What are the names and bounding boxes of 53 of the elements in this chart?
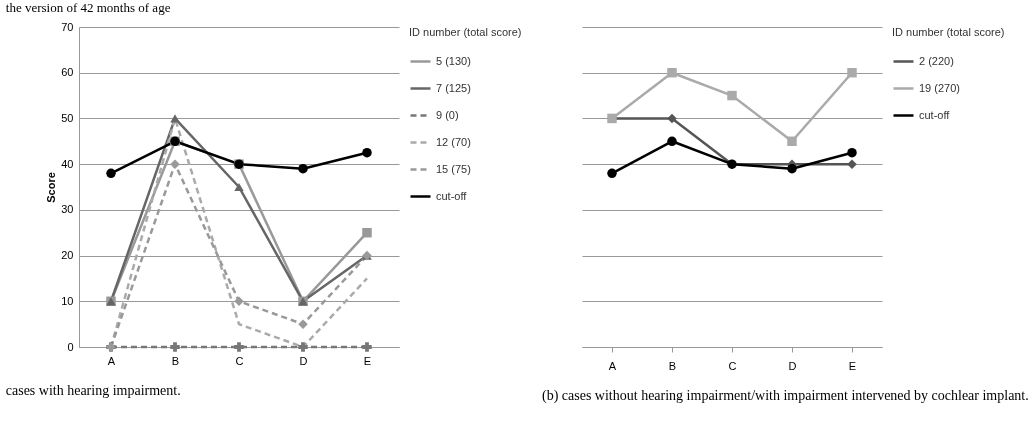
point <box>234 296 244 307</box>
y-tick-label: 10 <box>61 294 74 307</box>
point <box>106 168 116 179</box>
y-tick-label: 30 <box>61 203 74 216</box>
x-tick-label: C <box>235 354 244 367</box>
point <box>847 147 857 158</box>
legend-label: 5 (130) <box>436 54 471 67</box>
y-tick-label: 20 <box>61 249 74 262</box>
x-tick-label: A <box>107 354 116 367</box>
x-tick-label: C <box>728 359 737 372</box>
point <box>667 67 677 78</box>
legend-title: ID number (total score) <box>409 26 522 38</box>
point <box>667 113 677 124</box>
point <box>362 342 372 352</box>
y-tick-label: 50 <box>61 111 74 124</box>
point <box>607 168 617 179</box>
point <box>847 67 857 78</box>
x-tick-label: E <box>848 359 857 372</box>
legend-label: 15 (75) <box>436 162 471 175</box>
point <box>787 136 797 147</box>
point <box>727 90 737 101</box>
point <box>170 114 180 123</box>
chart-title: the version of 42 months of age <box>5 0 171 15</box>
legend-label: 9 (0) <box>436 108 459 121</box>
point <box>298 163 308 174</box>
legend-label: 7 (125) <box>436 81 471 94</box>
point <box>298 342 308 352</box>
x-tick-label: E <box>363 354 372 367</box>
legend-label: cut-off <box>436 189 468 202</box>
point <box>362 147 372 158</box>
point <box>234 182 244 192</box>
point <box>170 342 180 352</box>
x-tick-label: D <box>788 359 797 372</box>
x-tick-label: B <box>171 354 180 367</box>
legend-label: 12 (70) <box>436 135 471 148</box>
legend-label: 2 (220) <box>919 54 954 67</box>
y-tick-label: 70 <box>61 20 74 33</box>
text: cases with hearing impairment. <box>5 383 181 398</box>
y-tick-label: 0 <box>67 340 74 353</box>
legend-label: 19 (270) <box>919 81 960 94</box>
legend-label: cut-off <box>919 108 951 121</box>
y-tick-label: 40 <box>61 157 74 170</box>
point <box>362 227 372 238</box>
y-axis-title: Score <box>45 172 58 203</box>
point <box>667 136 677 147</box>
y-tick-label: 60 <box>61 66 74 79</box>
x-tick-label: D <box>299 354 308 367</box>
point <box>787 163 797 174</box>
text: (b) cases without hearing impairment/with impairment intervened by cochlear implant. <box>542 388 1029 404</box>
x-tick-label: B <box>668 359 677 372</box>
point <box>234 342 244 352</box>
legend-title: ID number (total score) <box>892 26 1005 38</box>
x-tick-label: A <box>608 359 617 372</box>
